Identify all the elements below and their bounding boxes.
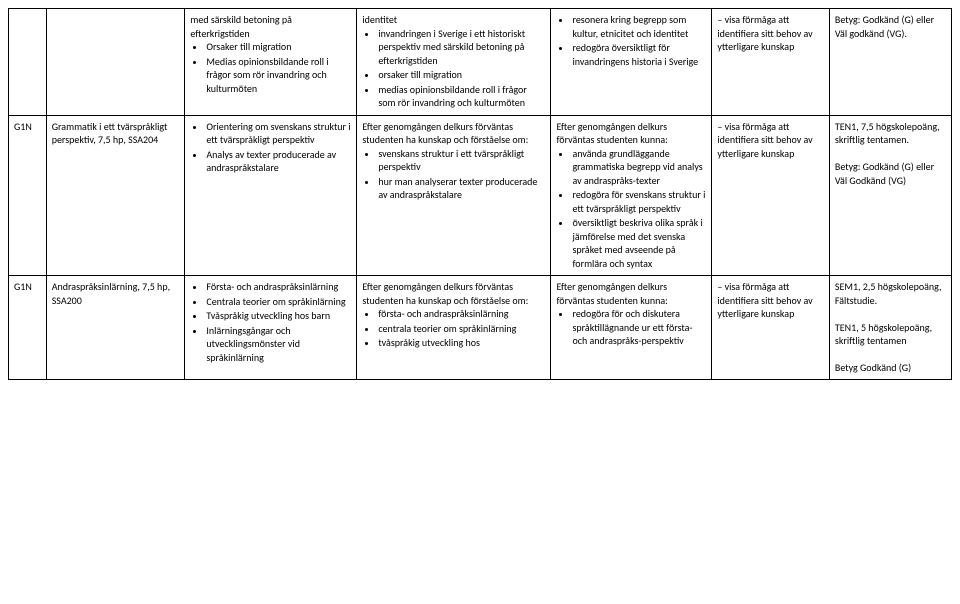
knowledge-cell-item: invandringen i Sverige i ett historiskt … [378,27,545,68]
knowledge-cell: Efter genomgången delkurs förväntas stud… [357,276,551,380]
course-cell [46,9,185,116]
content-cell-list: Första- och andraspråksinlärningCentrala… [190,280,351,364]
knowledge-cell-item: svenskans struktur i ett tvärspråkligt p… [378,147,545,174]
knowledge-cell-pre: identitet [362,13,545,27]
knowledge-cell-list: invandringen i Sverige i ett historiskt … [362,27,545,110]
knowledge-cell-item: hur man analyserar texter producerade av… [378,175,545,202]
skills-cell: Efter genomgången delkurs förväntas stud… [551,276,712,380]
skills-cell-item: översiktligt beskriva olika språk i jämf… [572,216,706,270]
grade-cell: TEN1, 7,5 högskolepoäng, skriftlig tenta… [829,115,951,276]
skills-cell: Efter genomgången delkurs förväntas stud… [551,115,712,276]
skills-cell-item: redogöra för och diskutera språktillägna… [572,307,706,348]
content-cell-item: Analys av texter producerade av andraspr… [206,148,351,175]
course-cell: Andraspråksinlärning, 7,5 hp, SSA200 [46,276,185,380]
knowledge-cell-list: första- och andraspråksinlärningcentrala… [362,307,545,350]
skills-cell-item: resonera kring begrepp som kultur, etnic… [572,13,706,40]
knowledge-cell-pre: Efter genomgången delkurs förväntas stud… [362,280,545,307]
content-cell-item: Första- och andraspråksinlärning [206,280,351,294]
content-cell-item: Tvåspråkig utveckling hos barn [206,309,351,323]
content-cell-item: Centrala teorier om språkinlärning [206,295,351,309]
skills-cell-item: använda grundläggande grammatiska begrep… [572,147,706,188]
skills-cell-item: redogöra översiktligt för invandringens … [572,41,706,68]
knowledge-cell-item: tvåspråkig utveckling hos [378,336,545,350]
content-cell-item: Inlärningsgångar och utvecklingsmönster … [206,324,351,365]
skills-cell-list: använda grundläggande grammatiska begrep… [556,147,706,271]
content-cell: Första- och andraspråksinlärningCentrala… [185,276,357,380]
skills-cell: resonera kring begrepp som kultur, etnic… [551,9,712,116]
content-cell-item: Orientering om svenskans struktur i ett … [206,120,351,147]
knowledge-cell-item: första- och andraspråksinlärning [378,307,545,321]
knowledge-cell-list: svenskans struktur i ett tvärspråkligt p… [362,147,545,202]
content-cell-item: Medias opinionsbildande roll i frågor so… [206,55,351,96]
knowledge-cell: identitetinvandringen i Sverige i ett hi… [357,9,551,116]
table-row: med särskild betoning på efterkrigstiden… [9,9,952,116]
content-cell-pre: med särskild betoning på efterkrigstiden [190,13,351,40]
course-table: med särskild betoning på efterkrigstiden… [8,8,952,380]
knowledge-cell: Efter genomgången delkurs förväntas stud… [357,115,551,276]
content-cell: med särskild betoning på efterkrigstiden… [185,9,357,116]
skills-cell-pre: Efter genomgången delkurs förväntas stud… [556,120,706,147]
content-cell: Orientering om svenskans struktur i ett … [185,115,357,276]
skills-cell-item: redogöra för svenskans struktur i ett tv… [572,188,706,215]
skills-cell-pre: Efter genomgången delkurs förväntas stud… [556,280,706,307]
course-cell: Grammatik i ett tvärspråkligt perspektiv… [46,115,185,276]
level-cell [9,9,47,116]
knowledge-cell-item: medias opinionsbildande roll i frågor so… [378,83,545,110]
ability-cell: – visa förmåga att identifiera sitt beho… [712,9,830,116]
grade-cell: Betyg: Godkänd (G) eller Väl godkänd (VG… [829,9,951,116]
knowledge-cell-item: centrala teorier om språkinlärning [378,322,545,336]
table-row: G1NGrammatik i ett tvärspråkligt perspek… [9,115,952,276]
table-row: G1NAndraspråksinlärning, 7,5 hp, SSA200F… [9,276,952,380]
content-cell-list: Orientering om svenskans struktur i ett … [190,120,351,175]
grade-cell: SEM1, 2,5 högskolepoäng, Fältstudie.TEN1… [829,276,951,380]
ability-cell: – visa förmåga att identifiera sitt beho… [712,276,830,380]
skills-cell-list: resonera kring begrepp som kultur, etnic… [556,13,706,68]
level-cell: G1N [9,115,47,276]
skills-cell-list: redogöra för och diskutera språktillägna… [556,307,706,348]
content-cell-item: Orsaker till migration [206,40,351,54]
ability-cell: – visa förmåga att identifiera sitt beho… [712,115,830,276]
content-cell-list: Orsaker till migrationMedias opinionsbil… [190,40,351,95]
knowledge-cell-item: orsaker till migration [378,68,545,82]
level-cell: G1N [9,276,47,380]
knowledge-cell-pre: Efter genomgången delkurs förväntas stud… [362,120,545,147]
